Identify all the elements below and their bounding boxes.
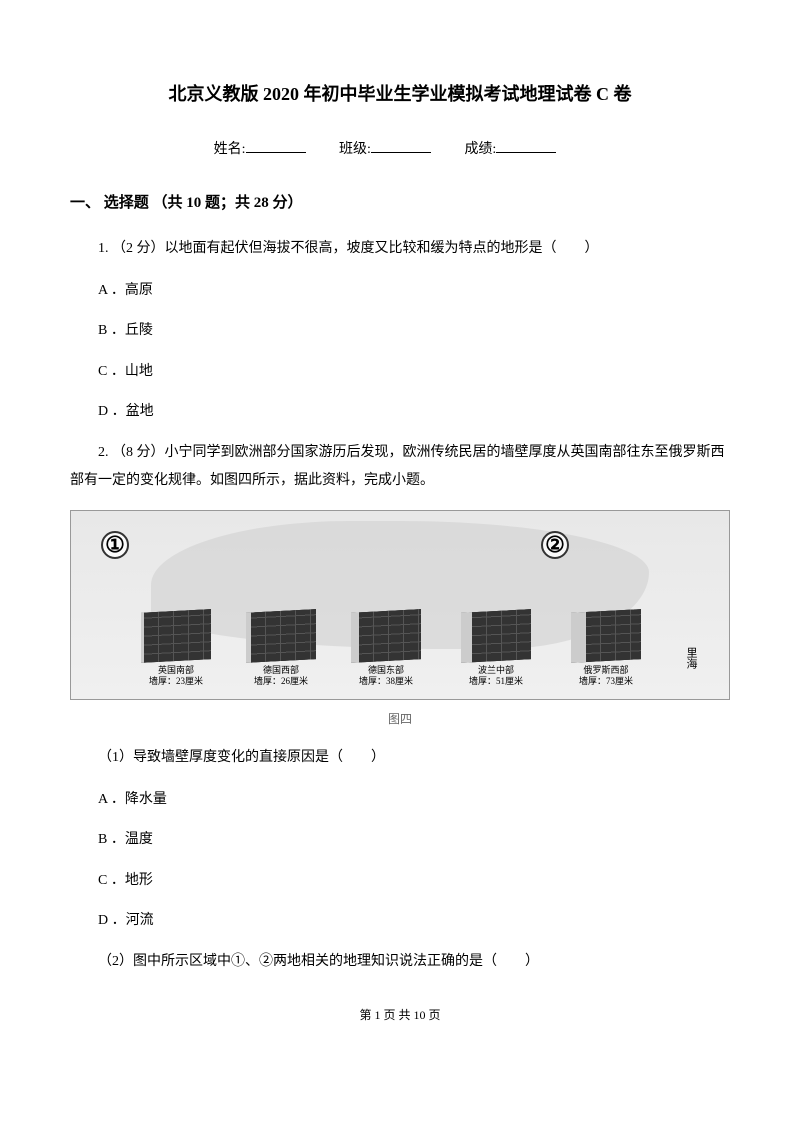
q2-text: 2. （8 分）小宁同学到欧洲部分国家游历后发现，欧洲传统民居的墙壁厚度从英国南… — [70, 439, 730, 495]
section-heading: 一、 选择题 （共 10 题；共 28 分） — [70, 191, 730, 215]
wall-2-thick: 墙厚：26厘米 — [236, 676, 326, 687]
wall-4: 波兰中部 墙厚：51厘米 — [451, 611, 541, 687]
circle-2: ② — [541, 531, 569, 559]
wall-4-loc: 波兰中部 — [451, 665, 541, 676]
student-info-line: 姓名: 班级: 成绩: — [70, 139, 730, 161]
wall-5: 俄罗斯西部 墙厚：73厘米 — [561, 611, 651, 687]
class-blank[interactable] — [371, 152, 431, 153]
wall-2-loc: 德国西部 — [236, 665, 326, 676]
wall-3: 德国东部 墙厚：38厘米 — [341, 611, 431, 687]
score-blank[interactable] — [496, 152, 556, 153]
score-label: 成绩: — [464, 142, 496, 157]
wall-3-loc: 德国东部 — [341, 665, 431, 676]
wall-2-brick — [246, 610, 316, 664]
page-footer: 第 1 页 共 10 页 — [70, 1006, 730, 1025]
wall-5-loc: 俄罗斯西部 — [561, 665, 651, 676]
q1-option-d: D ．盆地 — [70, 399, 730, 424]
q1-option-b: B ．丘陵 — [70, 318, 730, 343]
wall-5-thick: 墙厚：73厘米 — [561, 676, 651, 687]
q2-sub1-option-d: D ．河流 — [70, 908, 730, 933]
wall-1-loc: 英国南部 — [131, 665, 221, 676]
q1-option-a: A ．高原 — [70, 278, 730, 303]
q2-sub1-option-a: A ．降水量 — [70, 787, 730, 812]
circle-1: ① — [101, 531, 129, 559]
wall-1-brick — [141, 610, 211, 664]
name-blank[interactable] — [246, 152, 306, 153]
class-label: 班级: — [339, 142, 371, 157]
q1-text: 1. （2 分）以地面有起伏但海拔不很高，坡度又比较和缓为特点的地形是（ ） — [70, 235, 730, 263]
sea-label: 里海 — [681, 647, 699, 669]
wall-3-brick — [351, 610, 421, 664]
q2-sub1-text: （1）导致墙壁厚度变化的直接原因是（ ） — [70, 744, 730, 772]
q2-sub1-option-b: B ．温度 — [70, 827, 730, 852]
figure-caption: 图四 — [70, 710, 730, 729]
figure-image: ① ② 英国南部 墙厚：23厘米 德国西部 墙厚：26厘米 德国东部 墙厚：38… — [70, 510, 730, 700]
wall-3-thick: 墙厚：38厘米 — [341, 676, 431, 687]
wall-2: 德国西部 墙厚：26厘米 — [236, 611, 326, 687]
q1-option-c: C ．山地 — [70, 359, 730, 384]
wall-4-thick: 墙厚：51厘米 — [451, 676, 541, 687]
name-label: 姓名: — [214, 142, 246, 157]
wall-1-thick: 墙厚：23厘米 — [131, 676, 221, 687]
figure-container: ① ② 英国南部 墙厚：23厘米 德国西部 墙厚：26厘米 德国东部 墙厚：38… — [70, 510, 730, 729]
wall-4-brick — [461, 610, 531, 664]
page-title: 北京义教版 2020 年初中毕业生学业模拟考试地理试卷 C 卷 — [70, 80, 730, 109]
wall-5-brick — [571, 610, 641, 664]
q2-sub2-text: （2）图中所示区域中①、②两地相关的地理知识说法正确的是（ ） — [70, 948, 730, 976]
wall-1: 英国南部 墙厚：23厘米 — [131, 611, 221, 687]
q2-sub1-option-c: C ．地形 — [70, 868, 730, 893]
